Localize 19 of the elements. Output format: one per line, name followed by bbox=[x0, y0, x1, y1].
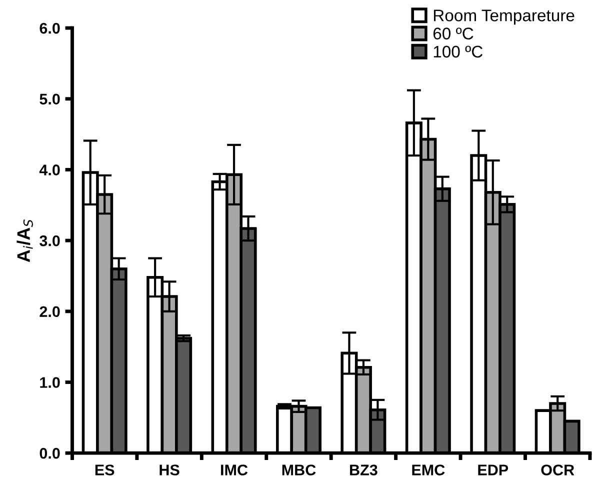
y-tick-label: 5.0 bbox=[40, 94, 60, 105]
y-tick-label: 4.0 bbox=[39, 164, 60, 176]
legend-label: 60 ºC bbox=[433, 28, 474, 40]
x-tick-label: BZ3 bbox=[350, 464, 378, 476]
x-tick-label: EDP bbox=[478, 464, 508, 476]
y-tick-label: 2.0 bbox=[40, 306, 60, 318]
x-tick-label: HS bbox=[160, 464, 180, 476]
y-tick-label: 3.0 bbox=[40, 235, 60, 246]
x-tick-label: ES bbox=[95, 464, 114, 476]
y-tick-label: 1.0 bbox=[40, 377, 60, 388]
x-tick-label: IMC bbox=[221, 464, 248, 476]
x-tick-label: OCR bbox=[541, 464, 574, 476]
y-tick-label: 0.0 bbox=[40, 448, 60, 459]
x-tick-label: MBC bbox=[282, 464, 316, 476]
y-tick-label: 6.0 bbox=[40, 22, 60, 34]
y-axis-title: A$_{i}$/A$_{S}$ bbox=[16, 219, 33, 262]
x-tick-label: EMC bbox=[412, 464, 445, 476]
legend-label: 100 ºC bbox=[434, 46, 483, 58]
legend-label: Room Tempareture bbox=[434, 10, 574, 25]
